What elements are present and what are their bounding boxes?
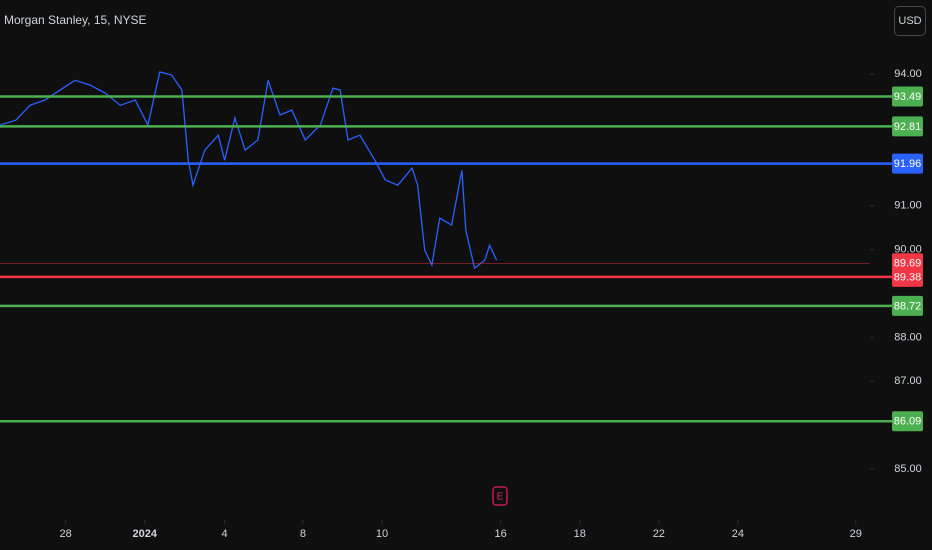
y-tick-label: 85.00 xyxy=(894,463,922,475)
x-tick-label: 16 xyxy=(495,528,507,540)
currency-button[interactable]: USD xyxy=(894,6,926,36)
price-label: 91.96 xyxy=(894,158,922,170)
price-line xyxy=(0,71,498,270)
x-tick-label: 29 xyxy=(850,528,862,540)
x-tick-label: 4 xyxy=(222,528,228,540)
price-label-bg xyxy=(892,116,923,137)
x-tick-label: 8 xyxy=(300,528,306,540)
y-tick-label: 87.00 xyxy=(894,375,922,387)
x-tick-label: 28 xyxy=(60,528,72,540)
y-tick-label: 94.00 xyxy=(894,68,922,80)
x-tick-label: 24 xyxy=(732,528,744,540)
price-label-bg xyxy=(892,411,923,432)
x-tick-label: 22 xyxy=(653,528,665,540)
x-tick-label: 10 xyxy=(376,528,388,540)
price-label: 88.72 xyxy=(894,300,922,312)
y-tick-label: 90.00 xyxy=(894,244,922,256)
price-label-bg xyxy=(892,295,923,316)
price-label: 86.09 xyxy=(894,416,922,428)
price-label: 89.38 xyxy=(894,271,922,283)
price-label-bg xyxy=(892,253,923,274)
price-label: 89.69 xyxy=(894,258,922,270)
x-tick-label: 18 xyxy=(574,528,586,540)
chart-title: Morgan Stanley, 15, NYSE xyxy=(4,13,147,27)
price-label: 92.81 xyxy=(894,121,922,133)
y-tick-label: 91.00 xyxy=(894,200,922,212)
y-tick-label: 88.00 xyxy=(894,331,922,343)
price-label-bg xyxy=(892,153,923,174)
price-label: 93.49 xyxy=(894,91,922,103)
earnings-marker: E xyxy=(492,486,508,506)
svg-text:E: E xyxy=(497,492,504,503)
price-label-bg xyxy=(892,86,923,107)
x-tick-label: 2024 xyxy=(132,528,157,540)
